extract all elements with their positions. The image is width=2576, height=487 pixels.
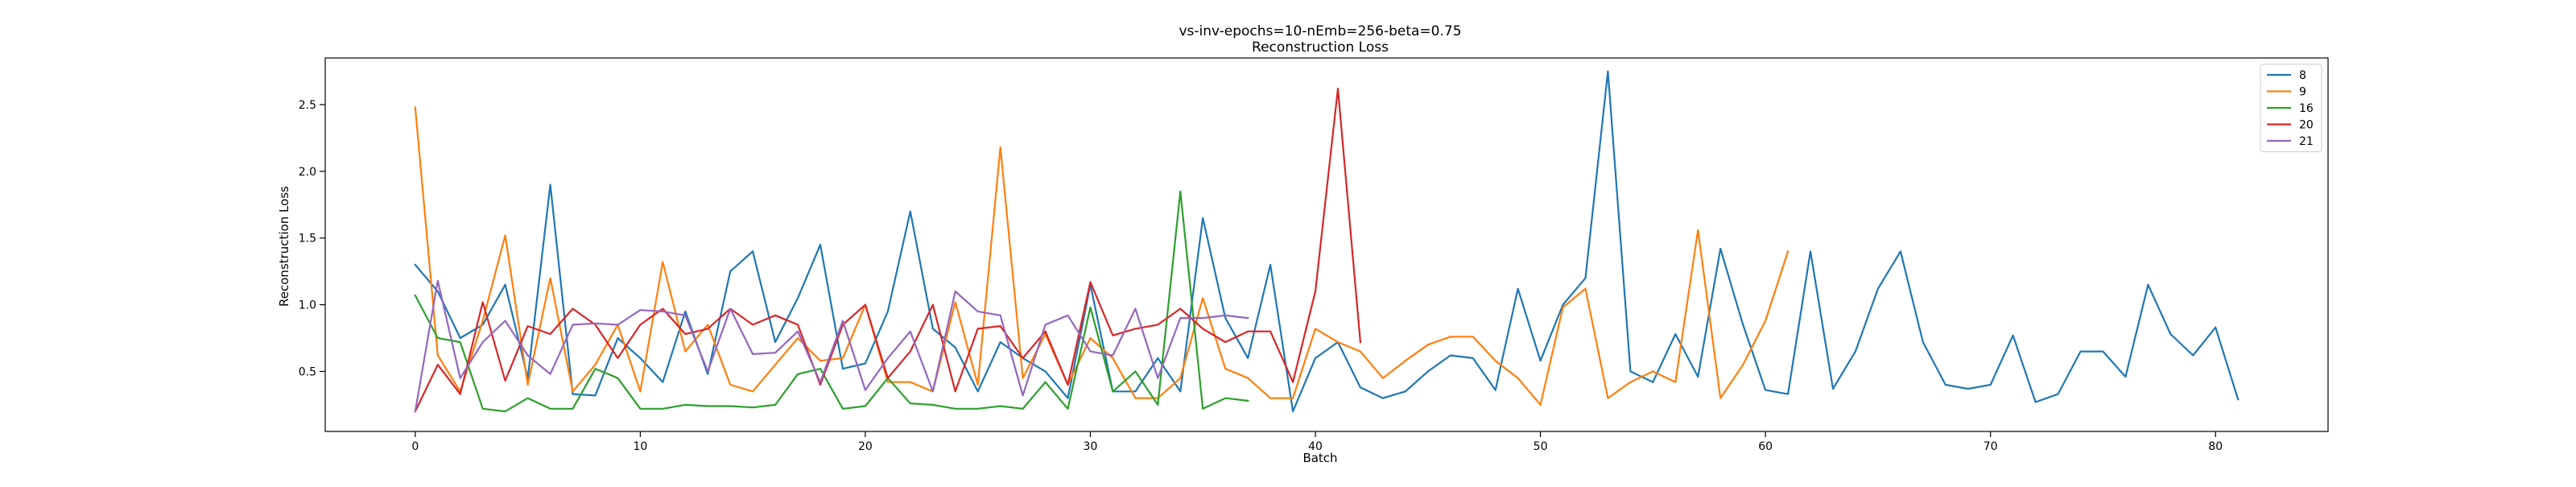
y-tick-label: 0.5 [299, 365, 316, 378]
x-tick-label: 50 [1534, 440, 1548, 453]
chart-title: vs-inv-epochs=10-nEmb=256-beta=0.75 [1179, 23, 1461, 39]
y-axis-label: Reconstruction Loss [277, 186, 291, 307]
legend-label-21: 21 [2299, 135, 2314, 148]
series-line-9 [414, 106, 1790, 406]
x-axis-label: Batch [1302, 451, 1337, 465]
legend-label-9: 9 [2299, 86, 2306, 99]
y-tick-label: 2.5 [299, 99, 316, 112]
chart-subtitle: Reconstruction Loss [1252, 39, 1389, 56]
series-line-20 [414, 87, 1362, 413]
y-tick-label: 1.0 [299, 299, 316, 312]
x-tick-label: 40 [1308, 440, 1323, 453]
y-tick-label: 1.5 [299, 233, 316, 246]
x-tick-label: 60 [1758, 440, 1773, 453]
x-tick-label: 10 [633, 440, 647, 453]
legend-label-16: 16 [2299, 102, 2314, 115]
series-line-21 [414, 279, 1249, 413]
x-tick-label: 70 [1984, 440, 1998, 453]
x-tick-label: 30 [1084, 440, 1098, 453]
x-tick-label: 80 [2208, 440, 2223, 453]
legend-label-8: 8 [2299, 69, 2306, 82]
plot-frame [324, 57, 2329, 432]
y-tick-label: 2.0 [299, 166, 316, 179]
series-line-16 [414, 190, 1249, 413]
legend-label-20: 20 [2299, 119, 2314, 132]
series-line-8 [414, 70, 2240, 413]
x-tick-label: 0 [411, 440, 419, 453]
x-tick-label: 20 [858, 440, 873, 453]
